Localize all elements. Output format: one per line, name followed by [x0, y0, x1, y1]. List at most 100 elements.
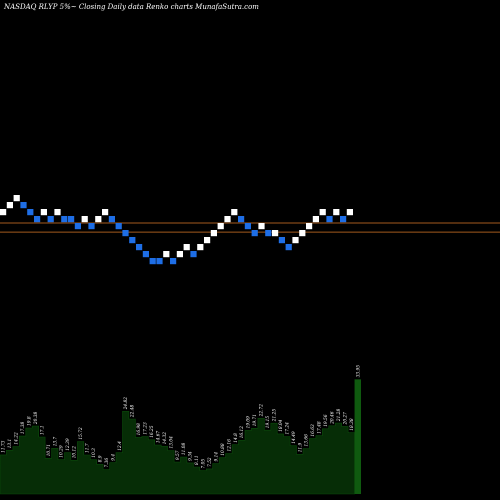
volume-label: 12.4	[118, 441, 123, 451]
volume-label: 10.71	[47, 444, 52, 456]
volume-label: 13.7	[53, 436, 58, 446]
volume-label: 17.48	[318, 421, 323, 434]
volume-label: 19.56	[324, 414, 329, 427]
renko-brick-down	[190, 251, 197, 258]
volume-label: 10.12	[73, 446, 78, 459]
volume-label: 11.7	[86, 443, 91, 453]
renko-brick-down	[129, 237, 136, 244]
volume-label: 16.12	[240, 426, 245, 439]
renko-brick-up	[312, 216, 319, 223]
renko-brick-down	[251, 230, 258, 237]
renko-brick-down	[170, 258, 177, 265]
volume-label: 10.29	[60, 445, 65, 458]
renko-brick-up	[217, 223, 224, 230]
volume-label: 17.23	[144, 422, 149, 435]
volume-label: 24.82	[124, 397, 129, 411]
volume-label: 11.9	[298, 442, 303, 452]
renko-brick-up	[40, 209, 47, 216]
volume-label: 14.32	[163, 432, 168, 445]
volume-label: 7.52	[208, 457, 213, 467]
renko-brick-down	[88, 223, 95, 230]
volume-label: 19.8	[28, 416, 33, 426]
renko-brick-down	[61, 216, 68, 223]
volume-label: 12.39	[66, 438, 71, 451]
renko-brick-down	[115, 223, 122, 230]
renko-brick-up	[292, 237, 299, 244]
volume-label: 10.3	[92, 448, 97, 458]
volume-label: 14.8	[234, 433, 239, 443]
volume-label: 14.22	[15, 432, 20, 445]
renko-brick-down	[149, 258, 156, 265]
volume-label: 9.34	[189, 451, 194, 461]
volume-label: 9.4	[111, 454, 116, 461]
volume-label: 7.36	[105, 458, 110, 468]
renko-brick-down	[136, 244, 143, 251]
volume-label: 13.66	[305, 434, 310, 447]
renko-brick-up	[333, 209, 340, 216]
renko-brick-up	[81, 216, 88, 223]
renko-brick-up	[272, 230, 279, 237]
renko-brick-up	[306, 223, 313, 230]
renko-brick-down	[265, 230, 272, 237]
volume-label: 8.11	[195, 455, 200, 465]
volume-area-path	[0, 411, 355, 495]
renko-brick-down	[20, 202, 27, 209]
volume-label: 11.73	[2, 440, 7, 453]
renko-brick-down	[68, 216, 75, 223]
renko-brick-down	[122, 230, 129, 237]
renko-bricks	[0, 195, 353, 265]
volume-label: 33.95	[356, 365, 361, 378]
volume-bar-last	[354, 379, 361, 494]
volume-label: 17.1	[40, 425, 45, 435]
renko-brick-down	[34, 216, 41, 223]
renko-brick-down	[74, 223, 81, 230]
volume-label: 18.04	[279, 419, 284, 432]
volume-label: 20.27	[343, 412, 348, 426]
renko-brick-up	[346, 209, 353, 216]
volume-label: 12.16	[227, 439, 232, 452]
renko-brick-up	[224, 216, 231, 223]
renko-brick-down	[285, 244, 292, 251]
volume-label: 9.57	[176, 450, 181, 460]
volume-label: 18.38	[350, 418, 355, 431]
volume-label: 21.28	[337, 409, 342, 423]
renko-brick-down	[238, 216, 245, 223]
volume-label: 8.9	[98, 455, 103, 462]
renko-brick-down	[244, 223, 251, 230]
renko-brick-down	[27, 209, 34, 216]
volume-label: 16.25	[150, 425, 155, 438]
renko-brick-up	[231, 209, 238, 216]
volume-label: 16.63	[311, 424, 316, 437]
renko-brick-up	[176, 251, 183, 258]
renko-brick-down	[326, 216, 333, 223]
volume-label: 11.08	[182, 443, 187, 456]
renko-brick-down	[156, 258, 163, 265]
renko-brick-up	[183, 244, 190, 251]
renko-brick-up	[0, 209, 7, 216]
volume-label: 21.25	[273, 409, 278, 423]
renko-brick-up	[204, 237, 211, 244]
volume-label: 20.46	[331, 411, 336, 425]
volume-label: 22.72	[260, 404, 265, 418]
renko-brick-up	[210, 230, 217, 237]
chart-title: NASDAQ RLYP 5%~ Closing Daily data Renko…	[3, 3, 259, 11]
renko-brick-up	[258, 223, 265, 230]
volume-label: 17.24	[285, 422, 290, 435]
volume-label: 7.05	[202, 459, 207, 469]
renko-brick-up	[6, 202, 13, 209]
volume-label: 19.15	[266, 416, 271, 429]
renko-brick-up	[299, 230, 306, 237]
renko-brick-up	[13, 195, 20, 202]
volume-label: 19.09	[247, 416, 252, 429]
renko-brick-up	[54, 209, 61, 216]
renko-brick-up	[95, 216, 102, 223]
volume-label: 19.71	[253, 414, 258, 426]
volume-label: 13.04	[169, 436, 174, 449]
volume-label: 20.38	[34, 412, 39, 426]
renko-brick-down	[47, 216, 54, 223]
volume-label: 16.98	[137, 423, 142, 436]
volume-area	[0, 379, 361, 495]
renko-brick-down	[278, 237, 285, 244]
